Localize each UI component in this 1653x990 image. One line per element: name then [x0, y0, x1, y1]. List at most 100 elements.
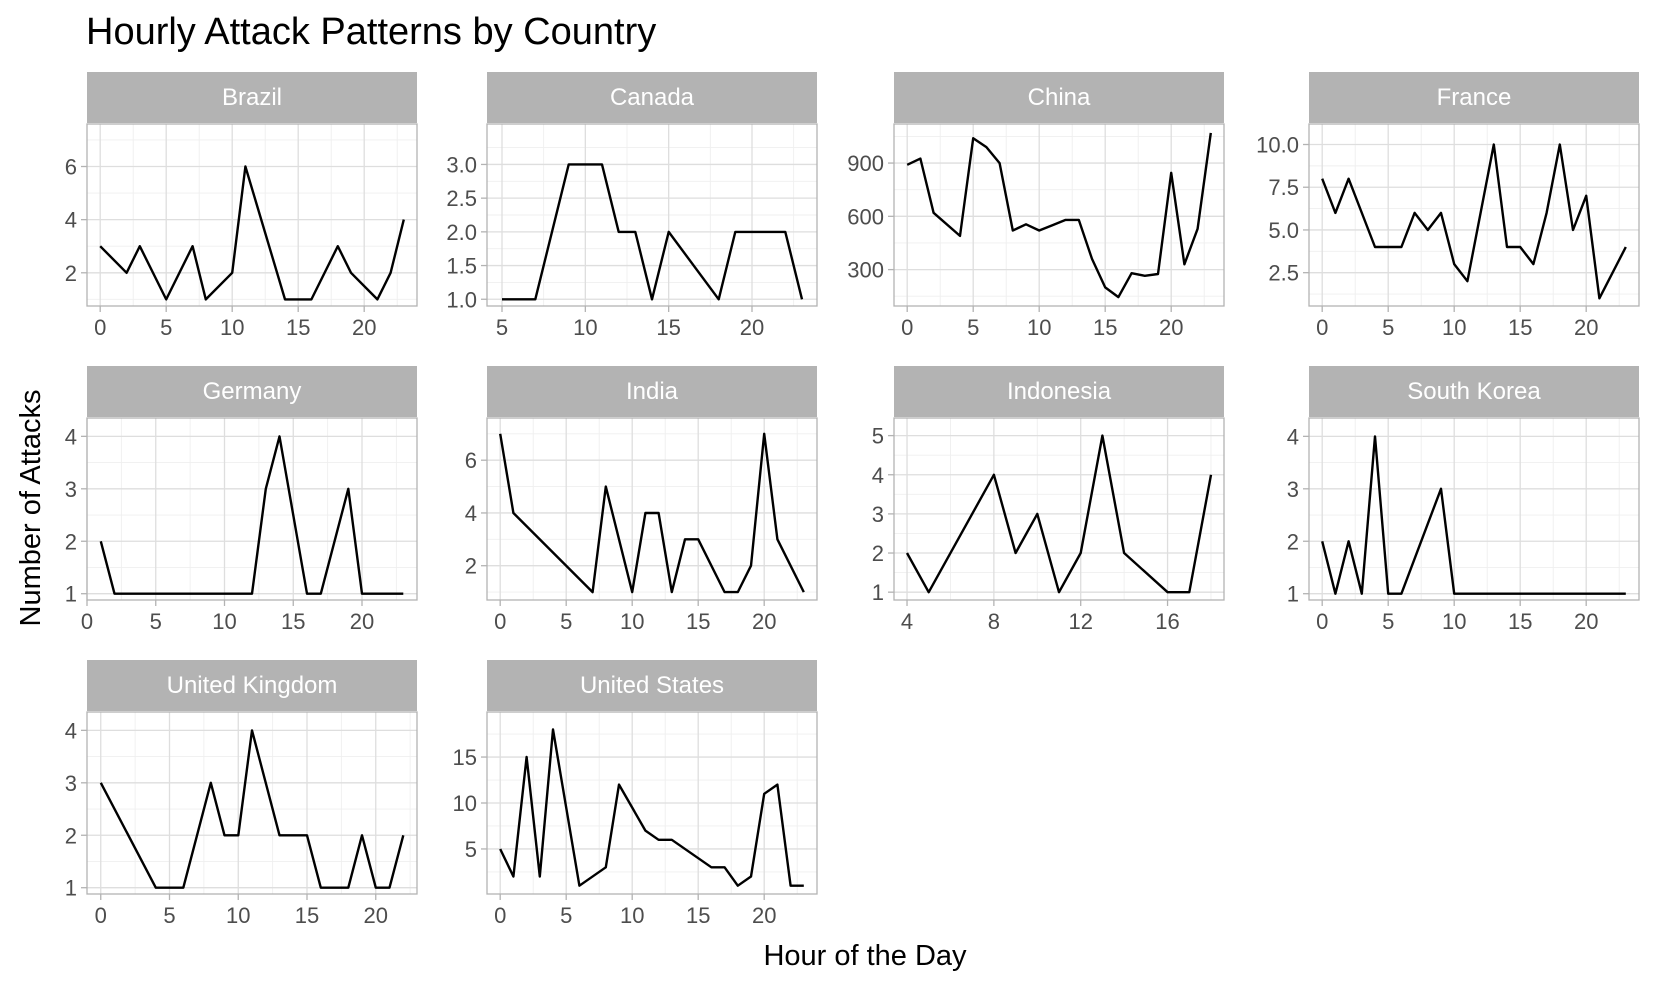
y-tick-label: 3 [1287, 477, 1299, 502]
x-tick-label: 15 [295, 903, 319, 928]
series-line-germany [99, 435, 404, 595]
x-tick-label: 12 [1068, 609, 1092, 634]
x-tick-label: 15 [1508, 315, 1532, 340]
panel-border [1308, 123, 1640, 307]
y-tick-label: 1 [1287, 582, 1299, 607]
facet-label-china: China [1028, 84, 1091, 111]
y-tick-label: 5.0 [1268, 218, 1299, 243]
y-tick-label: 2.5 [446, 186, 477, 211]
x-tick-label: 5 [150, 609, 162, 634]
facet-panel-canada: Canada 5 10 15 20 1.0 1.5 2.0 2.5 3.0 [446, 72, 818, 340]
panel-border [86, 711, 418, 895]
panel-background [894, 124, 1224, 306]
y-tick-label: 4 [65, 718, 77, 743]
facet-label-canada: Canada [610, 84, 695, 111]
panel-background [487, 418, 817, 600]
panel-border [86, 417, 418, 601]
series-line-india [499, 432, 805, 594]
y-tick-label: 1 [65, 876, 77, 901]
y-tick-label: 5 [465, 837, 477, 862]
facet-strip-south-korea [1309, 366, 1639, 417]
series-line-brazil [99, 165, 405, 301]
facet-panel-china: China 0 5 10 15 20 300 600 900 [847, 72, 1225, 340]
facet-label-india: India [626, 378, 679, 405]
x-tick-label: 10 [1027, 315, 1051, 340]
x-tick-label: 5 [560, 903, 572, 928]
y-tick-label: 3.0 [446, 152, 477, 177]
x-tick-label: 10 [620, 903, 644, 928]
facet-label-south-korea: South Korea [1407, 378, 1541, 405]
x-tick-label: 16 [1155, 609, 1179, 634]
x-tick-label: 5 [560, 609, 572, 634]
x-tick-label: 15 [281, 609, 305, 634]
x-tick-label: 20 [352, 315, 376, 340]
x-tick-label: 0 [494, 903, 506, 928]
panel-background [87, 418, 417, 600]
y-tick-label: 900 [847, 151, 884, 176]
y-tick-label: 2 [65, 823, 77, 848]
y-tick-label: 4 [872, 463, 884, 488]
series-line-indonesia [905, 434, 1213, 594]
y-tick-label: 600 [847, 204, 884, 229]
panel-border [486, 123, 818, 307]
facet-label-brazil: Brazil [222, 84, 282, 111]
panel-background [87, 124, 417, 306]
x-tick-label: 0 [494, 609, 506, 634]
y-tick-label: 4 [65, 208, 77, 233]
panel-background [894, 418, 1224, 600]
y-axis-title: Number of Attacks [15, 390, 47, 627]
y-tick-label: 7.5 [1268, 175, 1299, 200]
x-tick-label: 15 [686, 903, 710, 928]
x-tick-label: 5 [160, 315, 172, 340]
y-tick-label: 1.5 [446, 254, 477, 279]
x-tick-label: 0 [95, 903, 107, 928]
facet-strip-germany [87, 366, 417, 417]
y-tick-label: 4 [465, 501, 477, 526]
y-tick-label: 2 [872, 541, 884, 566]
y-tick-label: 2 [465, 554, 477, 579]
x-tick-label: 5 [1382, 609, 1394, 634]
facet-strip-france [1309, 72, 1639, 123]
facet-strip-canada [487, 72, 817, 123]
y-tick-label: 10 [453, 791, 477, 816]
x-tick-label: 20 [364, 903, 388, 928]
y-tick-label: 2 [65, 261, 77, 286]
series-line-canada [502, 163, 804, 301]
x-tick-label: 0 [901, 315, 913, 340]
x-tick-label: 0 [94, 315, 106, 340]
facet-strip-china [894, 72, 1224, 123]
x-tick-label: 15 [1093, 315, 1117, 340]
x-tick-label: 5 [1382, 315, 1394, 340]
x-tick-label: 5 [163, 903, 175, 928]
x-tick-label: 10 [220, 315, 244, 340]
x-tick-label: 10 [620, 609, 644, 634]
y-tick-label: 3 [65, 771, 77, 796]
facet-strip-indonesia [894, 366, 1224, 417]
x-tick-label: 0 [81, 609, 93, 634]
x-tick-label: 8 [988, 609, 1000, 634]
panel-border [1308, 417, 1640, 601]
x-tick-label: 10 [573, 315, 597, 340]
x-tick-label: 4 [901, 609, 913, 634]
y-tick-label: 4 [1287, 424, 1299, 449]
y-tick-label: 10.0 [1256, 133, 1299, 158]
y-tick-label: 2.0 [446, 220, 477, 245]
x-tick-label: 20 [1574, 315, 1598, 340]
facet-panel-united-kingdom: United Kingdom 0 5 10 15 20 1 2 3 4 [65, 660, 418, 928]
panel-border [893, 123, 1225, 307]
y-tick-label: 3 [65, 477, 77, 502]
y-tick-label: 2.5 [1268, 261, 1299, 286]
x-tick-label: 15 [686, 609, 710, 634]
y-tick-label: 2 [65, 529, 77, 554]
panel-border [486, 711, 818, 895]
x-tick-label: 20 [752, 609, 776, 634]
x-tick-label: 15 [656, 315, 680, 340]
facet-panel-france: France 0 5 10 15 20 2.5 5.0 7.5 10.0 [1256, 72, 1640, 340]
y-tick-label: 6 [465, 448, 477, 473]
x-tick-label: 20 [740, 315, 764, 340]
series-line-china [906, 132, 1212, 299]
y-tick-label: 15 [453, 745, 477, 770]
series-line-france [1321, 143, 1627, 300]
